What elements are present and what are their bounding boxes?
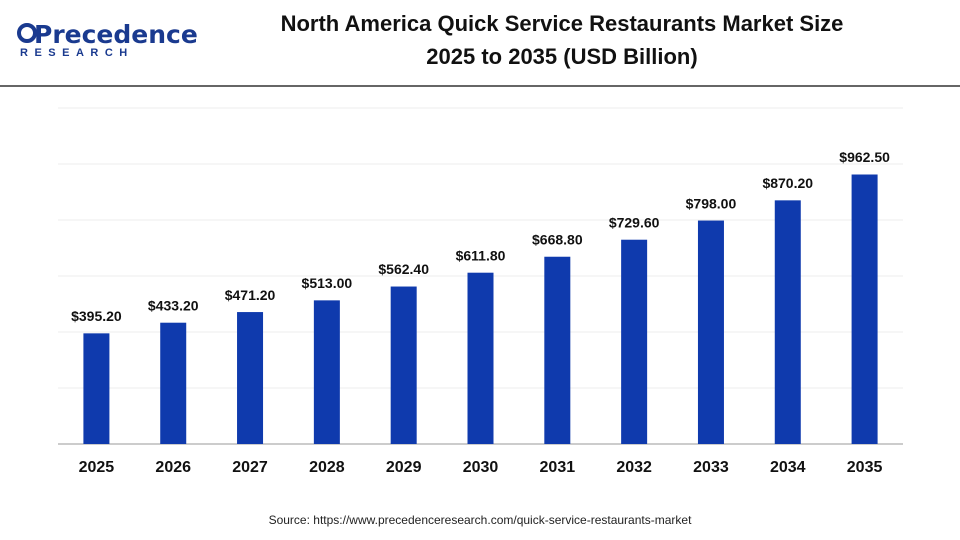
source-note: Source: https://www.precedenceresearch.c… bbox=[269, 513, 692, 527]
bar bbox=[851, 174, 878, 444]
x-tick-label: 2032 bbox=[616, 459, 652, 476]
value-label: $962.50 bbox=[839, 149, 890, 165]
x-tick-label: 2030 bbox=[463, 459, 499, 476]
value-label: $471.20 bbox=[225, 287, 276, 303]
value-label: $395.20 bbox=[71, 308, 122, 324]
logo-name: Precedence bbox=[34, 20, 198, 49]
bar bbox=[621, 239, 648, 444]
logo-icon bbox=[17, 23, 37, 43]
bar bbox=[83, 333, 110, 444]
value-label: $798.00 bbox=[686, 195, 737, 211]
x-tick-label: 2028 bbox=[309, 459, 345, 476]
x-tick-label: 2031 bbox=[540, 459, 576, 476]
logo-tagline: RESEARCH bbox=[20, 47, 134, 59]
chart-title: North America Quick Service Restaurants … bbox=[281, 11, 844, 36]
value-label: $611.80 bbox=[456, 247, 506, 263]
x-tick-label: 2035 bbox=[847, 459, 883, 476]
value-label: $729.60 bbox=[609, 214, 660, 230]
x-tick-label: 2026 bbox=[155, 459, 191, 476]
x-tick-label: 2027 bbox=[232, 459, 268, 476]
bar bbox=[467, 272, 494, 444]
bar bbox=[774, 200, 801, 444]
x-tick-label: 2033 bbox=[693, 459, 729, 476]
bar bbox=[237, 312, 264, 444]
logo: Precedence RESEARCH bbox=[17, 20, 198, 59]
x-tick-label: 2029 bbox=[386, 459, 422, 476]
bar bbox=[697, 220, 724, 444]
bar bbox=[313, 300, 340, 444]
chart-subtitle: 2025 to 2035 (USD Billion) bbox=[426, 44, 697, 69]
bar bbox=[160, 322, 187, 444]
x-tick-label: 2025 bbox=[79, 459, 115, 476]
value-label: $433.20 bbox=[148, 297, 199, 313]
value-label: $870.20 bbox=[762, 175, 813, 191]
value-label: $668.80 bbox=[532, 231, 583, 247]
bar bbox=[544, 256, 571, 444]
value-label: $562.40 bbox=[378, 261, 429, 277]
bar bbox=[390, 286, 417, 444]
value-label: $513.00 bbox=[302, 275, 353, 291]
x-tick-label: 2034 bbox=[770, 459, 806, 476]
